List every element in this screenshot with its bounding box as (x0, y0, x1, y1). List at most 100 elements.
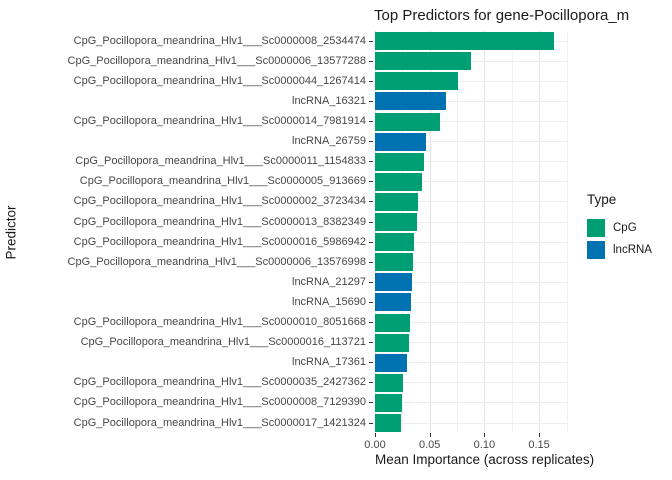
bar (375, 72, 459, 91)
minor-gridline (566, 31, 568, 433)
y-axis-label: CpG_Pocillopora_meandrina_Hlv1___Sc00000… (73, 396, 366, 409)
legend-title: Type (587, 192, 617, 207)
legend-entry: lncRNA (587, 241, 652, 259)
category-gridline (375, 100, 567, 102)
y-axis-label: lncRNA_21297 (292, 275, 366, 288)
category-gridline (375, 342, 567, 344)
category-gridline (375, 322, 567, 323)
x-tick-mark (429, 433, 431, 437)
category-gridline (375, 261, 567, 263)
y-tick-mark (369, 80, 373, 82)
category-gridline (375, 121, 567, 122)
legend-swatch-lncrna (587, 241, 605, 259)
y-axis-label: lncRNA_17361 (292, 356, 366, 369)
y-axis-label: CpG_Pocillopora_meandrina_Hlv1___Sc00000… (75, 155, 366, 168)
x-tick-label: 0.00 (364, 439, 386, 451)
y-tick-mark (369, 382, 373, 384)
x-tick-mark (539, 433, 541, 437)
y-tick-mark (369, 241, 373, 243)
category-gridline (375, 362, 567, 364)
x-tick-label: 0.15 (528, 439, 550, 451)
y-tick-mark (369, 60, 373, 62)
legend: Type CpG lncRNA (587, 192, 652, 263)
y-axis-label: lncRNA_16321 (292, 94, 366, 107)
y-tick-mark (369, 342, 373, 344)
y-tick-mark (369, 121, 373, 122)
x-tick-mark (375, 433, 376, 437)
y-tick-mark (369, 362, 373, 364)
y-tick-mark (369, 322, 373, 323)
y-tick-mark (369, 301, 373, 303)
y-tick-mark (369, 221, 373, 223)
chart-title: Top Predictors for gene-Pocillopora_m (374, 7, 630, 24)
bar (375, 92, 447, 111)
y-tick-mark (369, 40, 373, 42)
bar (375, 253, 414, 272)
category-gridline (375, 161, 567, 163)
legend-label: lncRNA (613, 244, 652, 256)
major-gridline (539, 31, 541, 433)
category-gridline (375, 301, 567, 303)
x-tick-label: 0.05 (418, 439, 441, 451)
minor-gridline (511, 31, 513, 433)
bar (375, 132, 427, 151)
y-axis-label: CpG_Pocillopora_meandrina_Hlv1___Sc00000… (73, 215, 366, 228)
bar (375, 213, 417, 231)
y-axis-label: CpG_Pocillopora_meandrina_Hlv1___Sc00000… (73, 74, 366, 87)
y-axis-label: CpG_Pocillopora_meandrina_Hlv1___Sc00000… (73, 115, 366, 127)
minor-gridline (457, 31, 459, 433)
y-axis-label: CpG_Pocillopora_meandrina_Hlv1___Sc00000… (73, 316, 366, 328)
plot-panel (375, 31, 568, 433)
y-tick-mark (369, 161, 373, 163)
bar (375, 333, 409, 352)
category-gridline (375, 402, 567, 404)
category-gridline (375, 80, 567, 82)
bar (375, 393, 403, 412)
major-gridline (375, 31, 376, 433)
bar (375, 152, 425, 171)
bar (375, 172, 422, 191)
category-gridline (375, 181, 567, 183)
bar (375, 373, 404, 392)
bar (375, 32, 555, 51)
bar (375, 273, 413, 292)
y-tick-mark (369, 261, 373, 263)
y-axis-label: CpG_Pocillopora_meandrina_Hlv1___Sc00000… (73, 195, 366, 208)
bar (375, 353, 407, 372)
y-tick-mark (369, 422, 373, 424)
y-axis-label: CpG_Pocillopora_meandrina_Hlv1___Sc00000… (67, 54, 366, 67)
category-gridline (375, 382, 567, 384)
bar (375, 414, 402, 432)
legend-entry: CpG (587, 219, 652, 237)
legend-swatch-cpg (587, 219, 605, 237)
category-gridline (375, 141, 567, 143)
y-axis-label: CpG_Pocillopora_meandrina_Hlv1___Sc00000… (73, 416, 366, 429)
legend-label: CpG (613, 222, 637, 234)
y-axis-label: CpG_Pocillopora_meandrina_Hlv1___Sc00000… (79, 175, 366, 188)
category-gridline (375, 281, 567, 283)
category-gridline (375, 241, 567, 243)
bar (375, 192, 418, 211)
y-axis-label: lncRNA_15690 (292, 295, 366, 308)
bar (375, 52, 472, 71)
category-gridline (375, 221, 567, 223)
y-axis-label: CpG_Pocillopora_meandrina_Hlv1___Sc00000… (73, 34, 366, 47)
x-tick-label: 0.10 (473, 439, 496, 451)
x-tick-mark (484, 433, 486, 437)
y-tick-mark (369, 181, 373, 183)
major-gridline (429, 31, 431, 433)
y-axis-label: CpG_Pocillopora_meandrina_Hlv1___Sc00000… (73, 376, 366, 389)
minor-gridline (402, 31, 404, 433)
y-axis-label: CpG_Pocillopora_meandrina_Hlv1___Sc00000… (73, 235, 366, 248)
y-tick-mark (369, 141, 373, 143)
y-tick-mark (369, 100, 373, 102)
y-axis-label: CpG_Pocillopora_meandrina_Hlv1___Sc00000… (80, 336, 366, 349)
legend-entries: CpG lncRNA (587, 219, 652, 259)
bar (375, 112, 440, 131)
category-gridline (375, 422, 567, 424)
y-axis-title: Predictor (3, 205, 19, 260)
y-tick-mark (369, 281, 373, 283)
category-gridline (375, 201, 567, 203)
y-tick-mark (369, 201, 373, 203)
